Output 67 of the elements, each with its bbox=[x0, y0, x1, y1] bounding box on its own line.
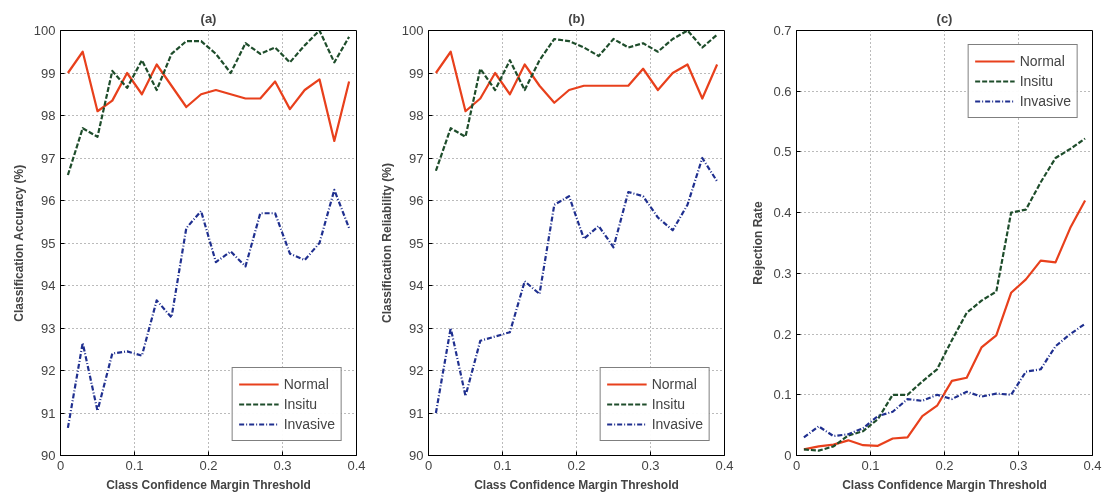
x-tick-label: 0.4 bbox=[715, 457, 734, 473]
y-tick-label: 93 bbox=[409, 320, 424, 336]
legend-label: Normal bbox=[1019, 53, 1065, 69]
y-tick-label: 96 bbox=[409, 193, 424, 208]
y-tick-label: 96 bbox=[41, 193, 56, 208]
chart-title: (c) bbox=[936, 10, 953, 26]
legend-label: Invasive bbox=[651, 416, 703, 432]
y-tick-label: 94 bbox=[41, 278, 56, 293]
line-series bbox=[802, 137, 1087, 452]
y-tick-label: 99 bbox=[41, 65, 56, 81]
y-tick-label: 92 bbox=[41, 363, 56, 378]
x-tick-label: 0.2 bbox=[567, 457, 586, 473]
x-tick-label: 0.4 bbox=[347, 457, 366, 473]
y-tick-label: 0.4 bbox=[773, 205, 792, 221]
y-tick-label: 93 bbox=[41, 320, 56, 336]
y-tick-label: 0.1 bbox=[773, 387, 792, 403]
y-tick-label: 91 bbox=[409, 405, 424, 421]
x-tick-label: 0.1 bbox=[125, 457, 144, 473]
chart-title: (b) bbox=[568, 10, 585, 26]
y-tick-label: 100 bbox=[401, 23, 424, 38]
y-tick-label: 95 bbox=[41, 235, 56, 251]
line-series bbox=[434, 156, 719, 415]
y-tick-label: 0.7 bbox=[773, 23, 792, 38]
y-tick-label: 90 bbox=[41, 448, 56, 463]
y-axis-title: Rejection Rate bbox=[751, 201, 766, 285]
y-tick-label: 97 bbox=[41, 150, 56, 166]
y-tick-label: 97 bbox=[409, 150, 424, 166]
y-tick-label: 98 bbox=[41, 108, 56, 123]
legend-label: Normal bbox=[651, 376, 697, 392]
legend-label: Invasive bbox=[1019, 93, 1071, 109]
y-tick-label: 92 bbox=[409, 363, 424, 378]
y-tick-label: 90 bbox=[409, 448, 424, 463]
x-tick-label: 0.2 bbox=[199, 457, 218, 473]
x-tick-label: 0.1 bbox=[493, 457, 512, 473]
x-axis-title: Class Confidence Margin Threshold bbox=[474, 477, 679, 492]
line-series bbox=[434, 50, 719, 113]
y-tick-label: 94 bbox=[409, 278, 424, 293]
y-tick-label: 91 bbox=[41, 405, 56, 421]
y-tick-label: 95 bbox=[409, 235, 424, 251]
x-tick-label: 0.3 bbox=[273, 457, 292, 473]
legend-label: Normal bbox=[283, 376, 329, 392]
line-series bbox=[434, 30, 719, 172]
y-tick-label: 100 bbox=[33, 23, 56, 38]
x-tick-label: 0.2 bbox=[935, 457, 954, 473]
legend-label: Insitu bbox=[651, 396, 686, 412]
legend-label: Invasive bbox=[283, 416, 335, 432]
x-tick-label: 0.3 bbox=[641, 457, 660, 473]
y-axis-title: Classification Accuracy (%) bbox=[11, 164, 26, 322]
y-tick-label: 0.2 bbox=[773, 326, 792, 342]
chart-title: (a) bbox=[200, 10, 217, 26]
legend-label: Insitu bbox=[1019, 73, 1054, 89]
y-axis-title: Classification Reliability (%) bbox=[379, 162, 394, 324]
line-series bbox=[802, 322, 1087, 439]
line-series bbox=[66, 30, 351, 177]
x-axis-title: Class Confidence Margin Threshold bbox=[106, 477, 311, 492]
x-tick-label: 0.3 bbox=[1009, 457, 1028, 473]
x-tick-label: 0.4 bbox=[1083, 457, 1102, 473]
x-axis-title: Class Confidence Margin Threshold bbox=[842, 477, 1047, 492]
legend-label: Insitu bbox=[283, 396, 318, 412]
y-tick-label: 0.6 bbox=[773, 83, 792, 99]
y-tick-label: 99 bbox=[409, 65, 424, 81]
y-tick-label: 0.3 bbox=[773, 265, 792, 281]
line-series bbox=[66, 188, 351, 429]
y-tick-label: 0.5 bbox=[773, 144, 792, 160]
x-tick-label: 0.1 bbox=[861, 457, 880, 473]
y-tick-label: 98 bbox=[409, 108, 424, 123]
line-series bbox=[66, 50, 351, 143]
